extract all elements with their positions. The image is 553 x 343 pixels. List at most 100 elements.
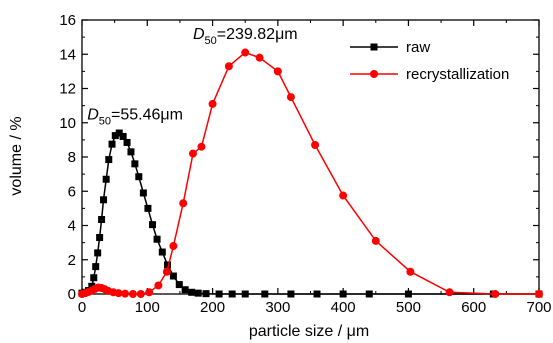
data-point [114,289,123,298]
data-point [202,290,210,298]
legend-marker [370,70,378,78]
y-tick-label: 14 [59,46,76,63]
series-layer [78,48,543,298]
x-tick-label: 0 [78,299,86,316]
series-raw [78,129,543,298]
data-point [135,173,143,181]
data-point [98,216,106,224]
data-point [153,235,161,243]
x-tick-label: 500 [396,299,421,316]
data-point [169,242,178,251]
data-point [287,290,295,298]
data-point [371,236,380,245]
series-line [81,132,539,295]
y-tick-label: 10 [59,115,76,132]
data-point [154,281,163,290]
d50-value: =55.46μm [111,106,183,123]
data-point [149,221,157,229]
data-point [339,191,348,200]
data-point [169,272,177,280]
data-point [181,286,189,294]
legend-label: raw [406,39,430,56]
y-axis-title: volume / % [8,116,25,195]
x-tick-label: 100 [135,299,160,316]
data-point [179,199,188,208]
series-recrystallization [78,48,543,298]
data-point [241,290,249,298]
data-point [102,175,110,183]
d50-subscript: 50 [99,115,111,127]
data-point [175,281,183,289]
series-line [81,51,539,295]
data-point [90,274,98,282]
data-point [208,99,217,108]
data-point [365,290,373,298]
data-point [273,67,282,76]
legend-marker [370,43,378,51]
legend-entry: recrystallization [350,66,509,83]
data-point [162,267,171,276]
data-point [158,248,166,256]
x-tick-label: 600 [461,299,486,316]
y-tick-label: 0 [68,286,76,303]
data-point [406,267,415,276]
data-point [241,48,250,57]
y-tick-label: 2 [68,252,76,269]
data-point [92,263,100,271]
data-point [491,290,500,298]
data-point [123,138,131,146]
data-point [215,290,223,298]
y-tick-label: 4 [68,218,76,235]
data-point [139,189,147,197]
data-point [96,233,104,241]
data-point [224,62,233,71]
data-point [144,204,152,212]
data-point [313,290,321,298]
x-tick-label: 700 [526,299,551,316]
plot-frame [81,19,540,295]
data-point [119,132,127,140]
d50-symbol: D [193,26,205,43]
data-point [94,249,102,257]
y-tick-label: 12 [59,81,76,98]
data-point [105,156,113,164]
data-point [121,289,130,298]
x-tick-label: 300 [265,299,290,316]
data-point [188,288,196,296]
data-point [108,140,116,148]
data-point [535,290,543,298]
y-tick-label: 6 [68,183,76,200]
data-point [100,196,108,204]
data-point [286,93,295,102]
data-point [339,290,347,298]
d50-annotation: D50=239.82μm [193,26,298,47]
data-point [127,148,135,156]
legend-label: recrystallization [406,66,509,83]
d50-symbol: D [87,106,99,123]
data-point [128,290,137,298]
data-point [194,289,202,297]
data-point [261,290,269,298]
data-point [88,282,96,290]
data-point [164,261,172,269]
data-point [228,290,236,298]
data-point [188,149,197,158]
x-tick-label: 200 [200,299,225,316]
data-point [131,160,139,168]
x-axis-title: particle size / μm [249,323,369,340]
d50-annotation: D50=55.46μm [87,106,183,127]
legend-entry: raw [350,39,430,56]
data-point [311,141,320,150]
d50-value: =239.82μm [217,26,298,43]
data-point [255,53,264,62]
data-point [404,290,412,298]
data-point [115,129,123,137]
y-tick-label: 8 [68,149,76,166]
legend: raw recrystallization [350,39,509,83]
data-point [145,288,154,297]
d50-subscript: 50 [205,35,217,47]
data-point [445,288,454,297]
data-point [111,132,119,140]
